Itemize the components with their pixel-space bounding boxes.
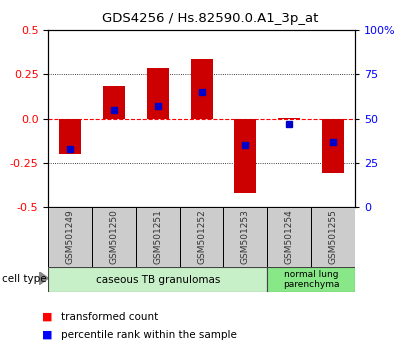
- Text: ■: ■: [42, 312, 52, 322]
- Text: GSM501251: GSM501251: [153, 210, 162, 264]
- Text: GSM501255: GSM501255: [328, 210, 338, 264]
- Text: GSM501252: GSM501252: [197, 210, 206, 264]
- Bar: [223, 207, 267, 267]
- Text: GSM501254: GSM501254: [285, 210, 294, 264]
- Bar: [147, 68, 169, 119]
- Bar: [136, 207, 180, 267]
- Bar: [267, 267, 355, 292]
- Bar: [278, 118, 300, 119]
- Bar: [48, 267, 267, 292]
- Bar: [191, 59, 213, 119]
- Bar: [234, 119, 256, 193]
- Text: GDS4256 / Hs.82590.0.A1_3p_at: GDS4256 / Hs.82590.0.A1_3p_at: [102, 12, 318, 25]
- Text: cell type: cell type: [2, 274, 47, 284]
- Text: transformed count: transformed count: [61, 312, 158, 322]
- Bar: [48, 207, 92, 267]
- Bar: [311, 207, 355, 267]
- Text: normal lung
parenchyma: normal lung parenchyma: [283, 270, 339, 289]
- Bar: [59, 119, 81, 154]
- Text: ■: ■: [42, 330, 52, 339]
- Text: GSM501249: GSM501249: [66, 210, 75, 264]
- Bar: [322, 119, 344, 173]
- Text: caseous TB granulomas: caseous TB granulomas: [96, 275, 220, 285]
- Text: GSM501253: GSM501253: [241, 210, 250, 264]
- Text: GSM501250: GSM501250: [110, 210, 118, 264]
- Text: percentile rank within the sample: percentile rank within the sample: [61, 330, 237, 339]
- Bar: [180, 207, 223, 267]
- Polygon shape: [39, 272, 48, 285]
- Bar: [103, 86, 125, 119]
- Bar: [92, 207, 136, 267]
- Bar: [267, 207, 311, 267]
